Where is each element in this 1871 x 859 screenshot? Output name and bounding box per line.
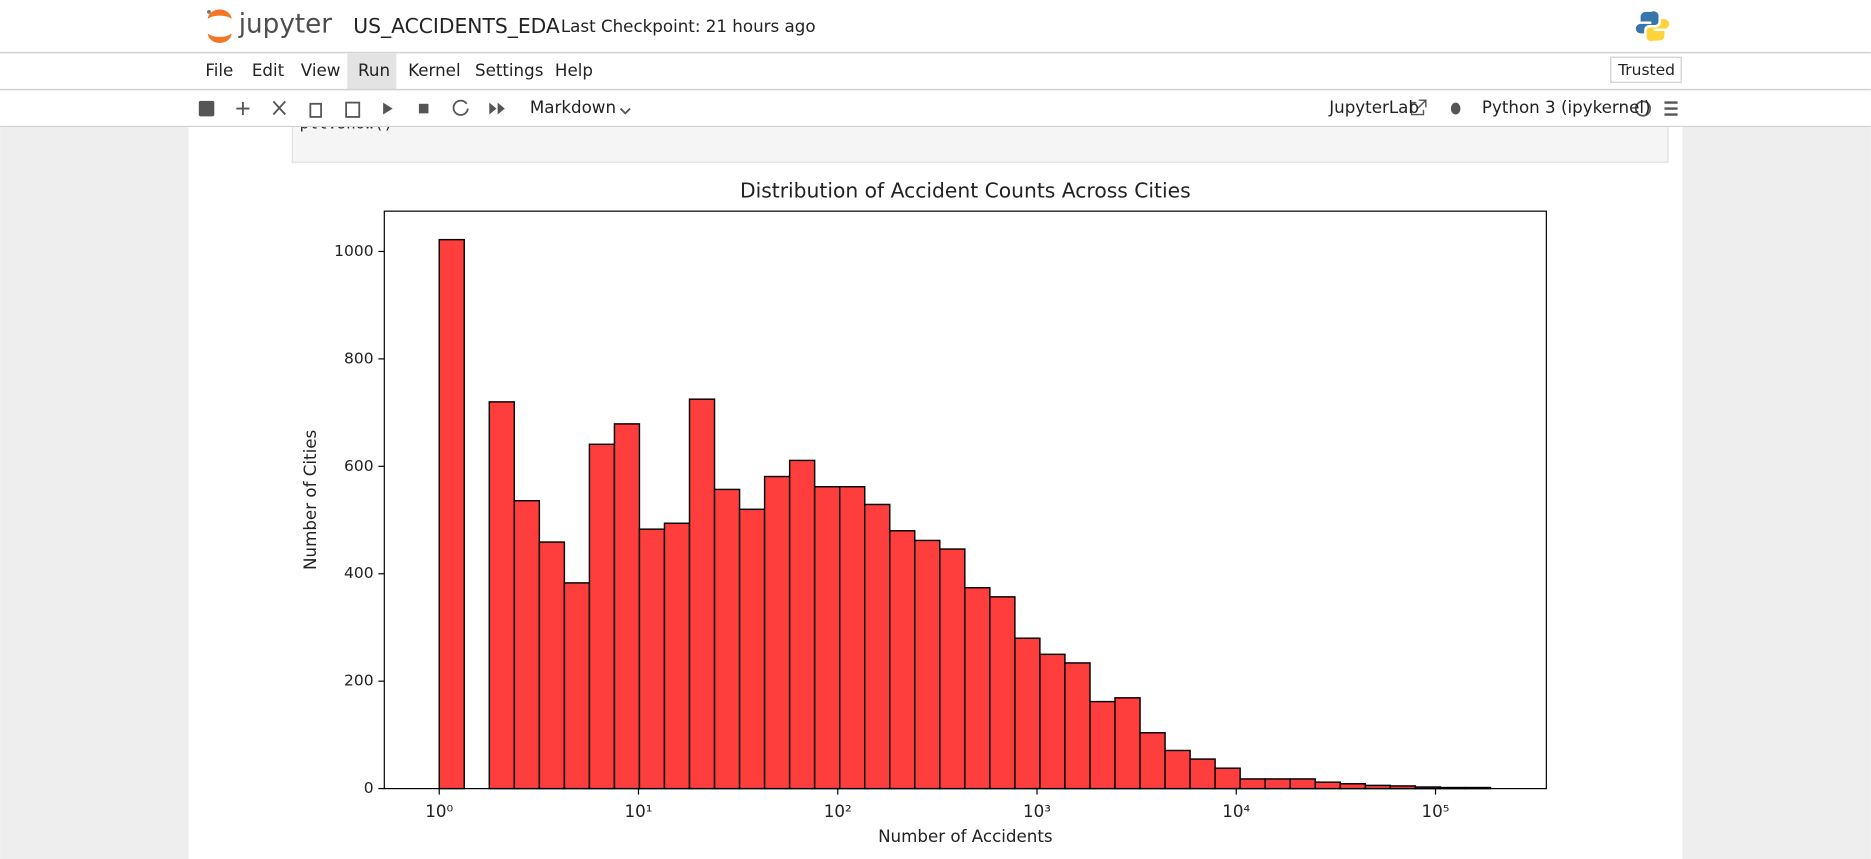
bar: [1214, 767, 1241, 790]
bar: [488, 401, 516, 790]
logo-text: jupyter: [238, 10, 333, 40]
jupyter-logo[interactable]: jupyter: [207, 9, 333, 43]
bar: [1314, 781, 1341, 790]
bar: [1289, 778, 1316, 790]
y-tick-label: 1000: [334, 242, 373, 260]
bar: [1114, 697, 1141, 790]
bar: [939, 548, 966, 790]
bar: [1189, 758, 1216, 790]
logo-arc: [207, 33, 232, 43]
paste-icon[interactable]: [345, 101, 361, 118]
bar: [1139, 732, 1166, 790]
menu-item[interactable]: Settings: [475, 60, 543, 80]
bar: [989, 596, 1016, 790]
bar: [588, 443, 616, 790]
cut-icon[interactable]: [272, 100, 286, 116]
menu-item[interactable]: Run: [358, 60, 390, 80]
trusted[interactable]: Trusted: [1617, 61, 1675, 79]
x-tick-label: 10⁴: [1222, 801, 1250, 821]
logo-dot: [207, 10, 211, 14]
x-tick-label: 10⁰: [425, 801, 453, 821]
plot-frame: [383, 210, 1547, 790]
checkpoint: Last Checkpoint: 21 hours ago: [561, 16, 816, 36]
add-icon[interactable]: [236, 102, 250, 116]
bar: [763, 475, 791, 790]
notebook-name[interactable]: US_ACCIDENTS_EDA: [353, 14, 560, 38]
x-axis-label: Number of Accidents: [878, 826, 1053, 846]
chart: Distribution of Accident Counts Across C…: [300, 179, 1547, 846]
cell-type[interactable]: Markdown: [530, 97, 616, 117]
bar: [864, 503, 891, 790]
x-tick-label: 10⁵: [1422, 801, 1450, 821]
kernel-status: [1634, 100, 1652, 117]
kernel-name[interactable]: Python 3 (ipykernel): [1482, 97, 1651, 117]
run-icon[interactable]: [383, 102, 393, 115]
y-tick-label: 200: [344, 672, 374, 690]
bar: [964, 586, 991, 790]
bar: [1014, 637, 1041, 790]
bar: [1239, 778, 1266, 790]
debug-icon[interactable]: [1450, 102, 1461, 115]
bar: [914, 539, 941, 790]
bar: [1064, 662, 1091, 790]
bar: [663, 522, 691, 790]
python-logo: [1635, 11, 1670, 42]
trusted-box[interactable]: [1610, 56, 1682, 83]
menu-item[interactable]: Help: [555, 60, 593, 80]
bar: [538, 541, 566, 790]
bar: [638, 528, 666, 790]
bar: [513, 499, 541, 790]
menu: File Edit View Run Kernel Settings Help: [205, 60, 593, 80]
python-blue: [1635, 11, 1659, 34]
bar: [788, 459, 816, 790]
y-tick-label: 400: [344, 564, 374, 582]
y-tick-label: 800: [344, 349, 374, 367]
bar: [438, 238, 465, 790]
top-bar: [0, 0, 1871, 53]
x-tick-label: 10³: [1023, 801, 1051, 821]
logo-arc: [207, 9, 232, 20]
bar: [1264, 778, 1291, 790]
menu-bar: [0, 53, 1871, 90]
bar: [563, 582, 591, 790]
jupyterlab-link[interactable]: JupyterLab: [1328, 97, 1419, 117]
save-icon[interactable]: [198, 100, 215, 117]
copy-icon[interactable]: [309, 102, 322, 118]
y-tick-label: 600: [344, 457, 374, 475]
bar: [813, 486, 841, 790]
fast-forward-icon[interactable]: [489, 102, 505, 115]
bar: [1039, 653, 1066, 790]
x-tick-label: 10¹: [625, 801, 653, 821]
menu-icon[interactable]: [1664, 101, 1678, 116]
bar: [889, 530, 916, 790]
dropdown-chevron[interactable]: [619, 107, 631, 115]
y-tick-label: 0: [364, 779, 374, 797]
menu-item[interactable]: View: [301, 60, 341, 80]
stop-icon[interactable]: [418, 103, 429, 114]
bar: [1339, 783, 1367, 790]
bar: [1089, 700, 1116, 790]
menu-item[interactable]: Edit: [252, 60, 285, 80]
bar: [1164, 749, 1191, 790]
external-icon[interactable]: [1410, 99, 1427, 116]
x-tick-label: 10²: [824, 801, 852, 821]
bar: [839, 486, 866, 790]
bar: [713, 488, 741, 790]
y-axis-label: Number of Cities: [300, 430, 320, 570]
menu-item[interactable]: File: [205, 60, 233, 80]
menu-highlight: [347, 53, 397, 90]
bar: [613, 423, 641, 790]
python-yellow: [1646, 19, 1670, 42]
menu-item[interactable]: Kernel: [408, 60, 460, 80]
restart-icon[interactable]: [452, 99, 469, 116]
toolbar-icons: [198, 99, 1678, 118]
bar: [738, 508, 766, 790]
bar: [688, 398, 716, 790]
toolbar: [0, 90, 1871, 127]
chart-title: Distribution of Accident Counts Across C…: [740, 179, 1191, 203]
